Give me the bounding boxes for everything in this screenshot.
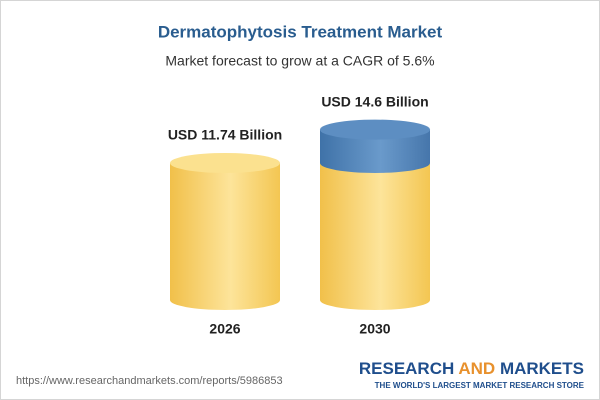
category-label: 2026 [209,321,240,337]
brand-word: MARKETS [500,359,584,378]
cylinder-body [170,162,280,310]
brand-tagline: THE WORLD'S LARGEST MARKET RESEARCH STOR… [375,381,585,390]
chart-title: Dermatophytosis Treatment Market [158,22,443,41]
value-label: USD 14.6 Billion [321,93,428,109]
brand-word: RESEARCH [359,359,454,378]
brand-logo: RESEARCH AND MARKETS [359,359,584,378]
cylinder-top [320,119,430,140]
cylinder-body [320,162,430,310]
category-label: 2030 [359,321,390,337]
cylinder-growth [320,129,430,173]
cylinder-top [170,152,280,173]
source-url: https://www.researchandmarkets.com/repor… [16,375,283,387]
brand-word: AND [458,359,495,378]
chart-subtitle: Market forecast to grow at a CAGR of 5.6… [165,53,434,69]
value-label: USD 11.74 Billion [168,127,282,143]
